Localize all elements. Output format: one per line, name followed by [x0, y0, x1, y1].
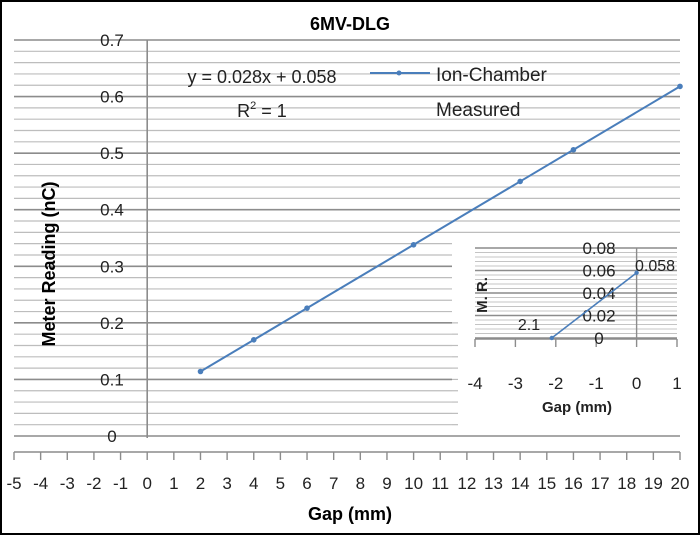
legend-marker-icon	[396, 70, 402, 76]
y-tick-label: 0.7	[100, 31, 124, 50]
data-point	[304, 305, 310, 311]
x-tick-label: 2	[196, 474, 205, 493]
x-tick-label: 13	[484, 474, 503, 493]
x-tick-label: 17	[591, 474, 610, 493]
y-tick-label: 0.4	[100, 201, 124, 220]
inset-y-tick-label: 0.06	[582, 262, 615, 281]
inset-y-axis-title: M. R.	[474, 277, 491, 313]
data-point	[517, 178, 523, 185]
inset-y-tick-label: 0.02	[582, 307, 615, 326]
inset-y-tick-label: 0.04	[582, 284, 615, 303]
x-tick-label: 19	[644, 474, 663, 493]
x-tick-label: -4	[33, 474, 48, 493]
x-tick-label: 0	[142, 474, 151, 493]
x-tick-label: 9	[382, 474, 391, 493]
y-tick-label: 0.5	[100, 144, 124, 163]
x-tick-label: 12	[457, 474, 476, 493]
y-tick-label: 0.6	[100, 88, 124, 107]
inset-x-tick-label: -1	[589, 374, 604, 393]
data-point	[410, 241, 417, 248]
inset-data-point	[549, 335, 554, 341]
inset-chart: -4 -3 -2 -1 0 1 0 0.02 0.04 0.06 0.08 2.1 0.058 Gap (…	[452, 239, 684, 430]
main-axes: -5 -4 -3 -2 -1 0 1 2 3 4 5 6 7 8 9 10 11 12 13 14 15 16 17 18 19…	[6, 31, 689, 493]
x-tick-label: 18	[617, 474, 636, 493]
x-tick-label: 6	[302, 474, 311, 493]
x-tick-label: -1	[113, 474, 128, 493]
data-point	[197, 368, 204, 375]
chart-title: 6MV-DLG	[310, 14, 390, 34]
x-tick-label: 1	[169, 474, 178, 493]
inset-background	[452, 240, 684, 430]
y-tick-label: 0	[107, 427, 116, 446]
main-series	[197, 83, 683, 375]
inset-x-tick-label: -3	[508, 374, 523, 393]
x-tick-label: 16	[564, 474, 583, 493]
y-tick-label: 0.2	[100, 314, 124, 333]
trendline-equation: y = 0.028x + 0.058	[187, 67, 336, 87]
inset-y-tick-label: 0.08	[582, 239, 615, 258]
inset-x-tick-label: -4	[467, 374, 482, 393]
inset-x-axis-title: Gap (mm)	[542, 399, 612, 416]
data-point	[250, 337, 257, 343]
y-axis-title: Meter Reading (nC)	[39, 181, 59, 346]
x-tick-label: 8	[356, 474, 365, 493]
x-tick-label: 10	[404, 474, 423, 493]
x-tick-label: -3	[60, 474, 75, 493]
inset-x-tick-label: 1	[672, 374, 681, 393]
data-point	[570, 146, 577, 153]
legend-label-line1: Ion-Chamber	[436, 65, 548, 86]
inset-y-tick-label: 0	[594, 329, 603, 348]
inset-x-tick-label: -2	[548, 374, 563, 393]
inset-data-point	[634, 270, 639, 275]
inset-x-tick-label: 0	[632, 374, 641, 393]
y-tick-label: 0.3	[100, 257, 124, 276]
data-point	[677, 83, 683, 90]
x-tick-label: 5	[276, 474, 285, 493]
x-tick-label: 4	[249, 474, 258, 493]
x-tick-label: 7	[329, 474, 338, 493]
y-tick-label: 0.1	[100, 370, 124, 389]
x-tick-label: 20	[671, 474, 690, 493]
inset-series-line	[551, 272, 638, 339]
r-squared: R2 = 1	[237, 100, 287, 121]
legend-label-line2: Measured	[436, 100, 521, 121]
x-tick-label: 11	[431, 474, 449, 493]
x-tick-label: 3	[222, 474, 231, 493]
x-tick-label: -5	[6, 474, 21, 493]
x-axis-title: Gap (mm)	[308, 504, 392, 524]
inset-x-intercept-label: 2.1	[518, 317, 540, 334]
legend: Ion-Chamber Measured	[370, 65, 548, 121]
x-tick-label: 15	[537, 474, 556, 493]
x-tick-label: -2	[86, 474, 101, 493]
x-tick-label: 14	[511, 474, 530, 493]
inset-y-intercept-label: 0.058	[635, 258, 675, 275]
